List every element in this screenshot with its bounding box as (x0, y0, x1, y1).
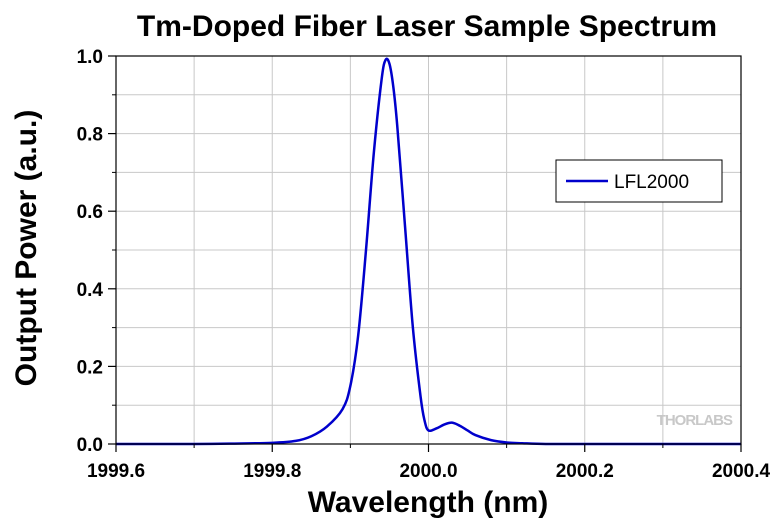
x-axis-title: Wavelength (nm) (308, 486, 549, 519)
x-tick-label: 1999.6 (87, 461, 145, 482)
legend: LFL2000 (555, 159, 723, 203)
grid (116, 56, 741, 444)
y-tick-label: 1.0 (77, 47, 103, 68)
y-tick-label: 0.0 (77, 435, 103, 456)
y-tick-label: 0.4 (77, 280, 104, 301)
y-tick-label: 0.2 (77, 357, 103, 378)
x-tick-label: 2000.4 (712, 461, 771, 482)
y-axis-title: Output Power (a.u.) (10, 110, 43, 387)
axis-ticks: 1999.6 1999.8 2000.0 2000.2 2000.4 0.0 0.2 0.4 0… (77, 47, 771, 482)
x-tick-label: 2000.0 (399, 461, 457, 482)
y-tick-label: 0.6 (77, 202, 103, 223)
legend-label: LFL2000 (614, 172, 689, 193)
series-line-lfl2000 (115, 57, 741, 446)
series-layer (115, 57, 741, 446)
chart-title: Tm-Doped Fiber Laser Sample Spectrum (137, 10, 717, 43)
thorlabs-watermark: THORLABS (657, 412, 733, 429)
x-tick-label: 1999.8 (243, 461, 301, 482)
x-tick-label: 2000.2 (556, 461, 614, 482)
y-tick-label: 0.8 (77, 125, 103, 146)
